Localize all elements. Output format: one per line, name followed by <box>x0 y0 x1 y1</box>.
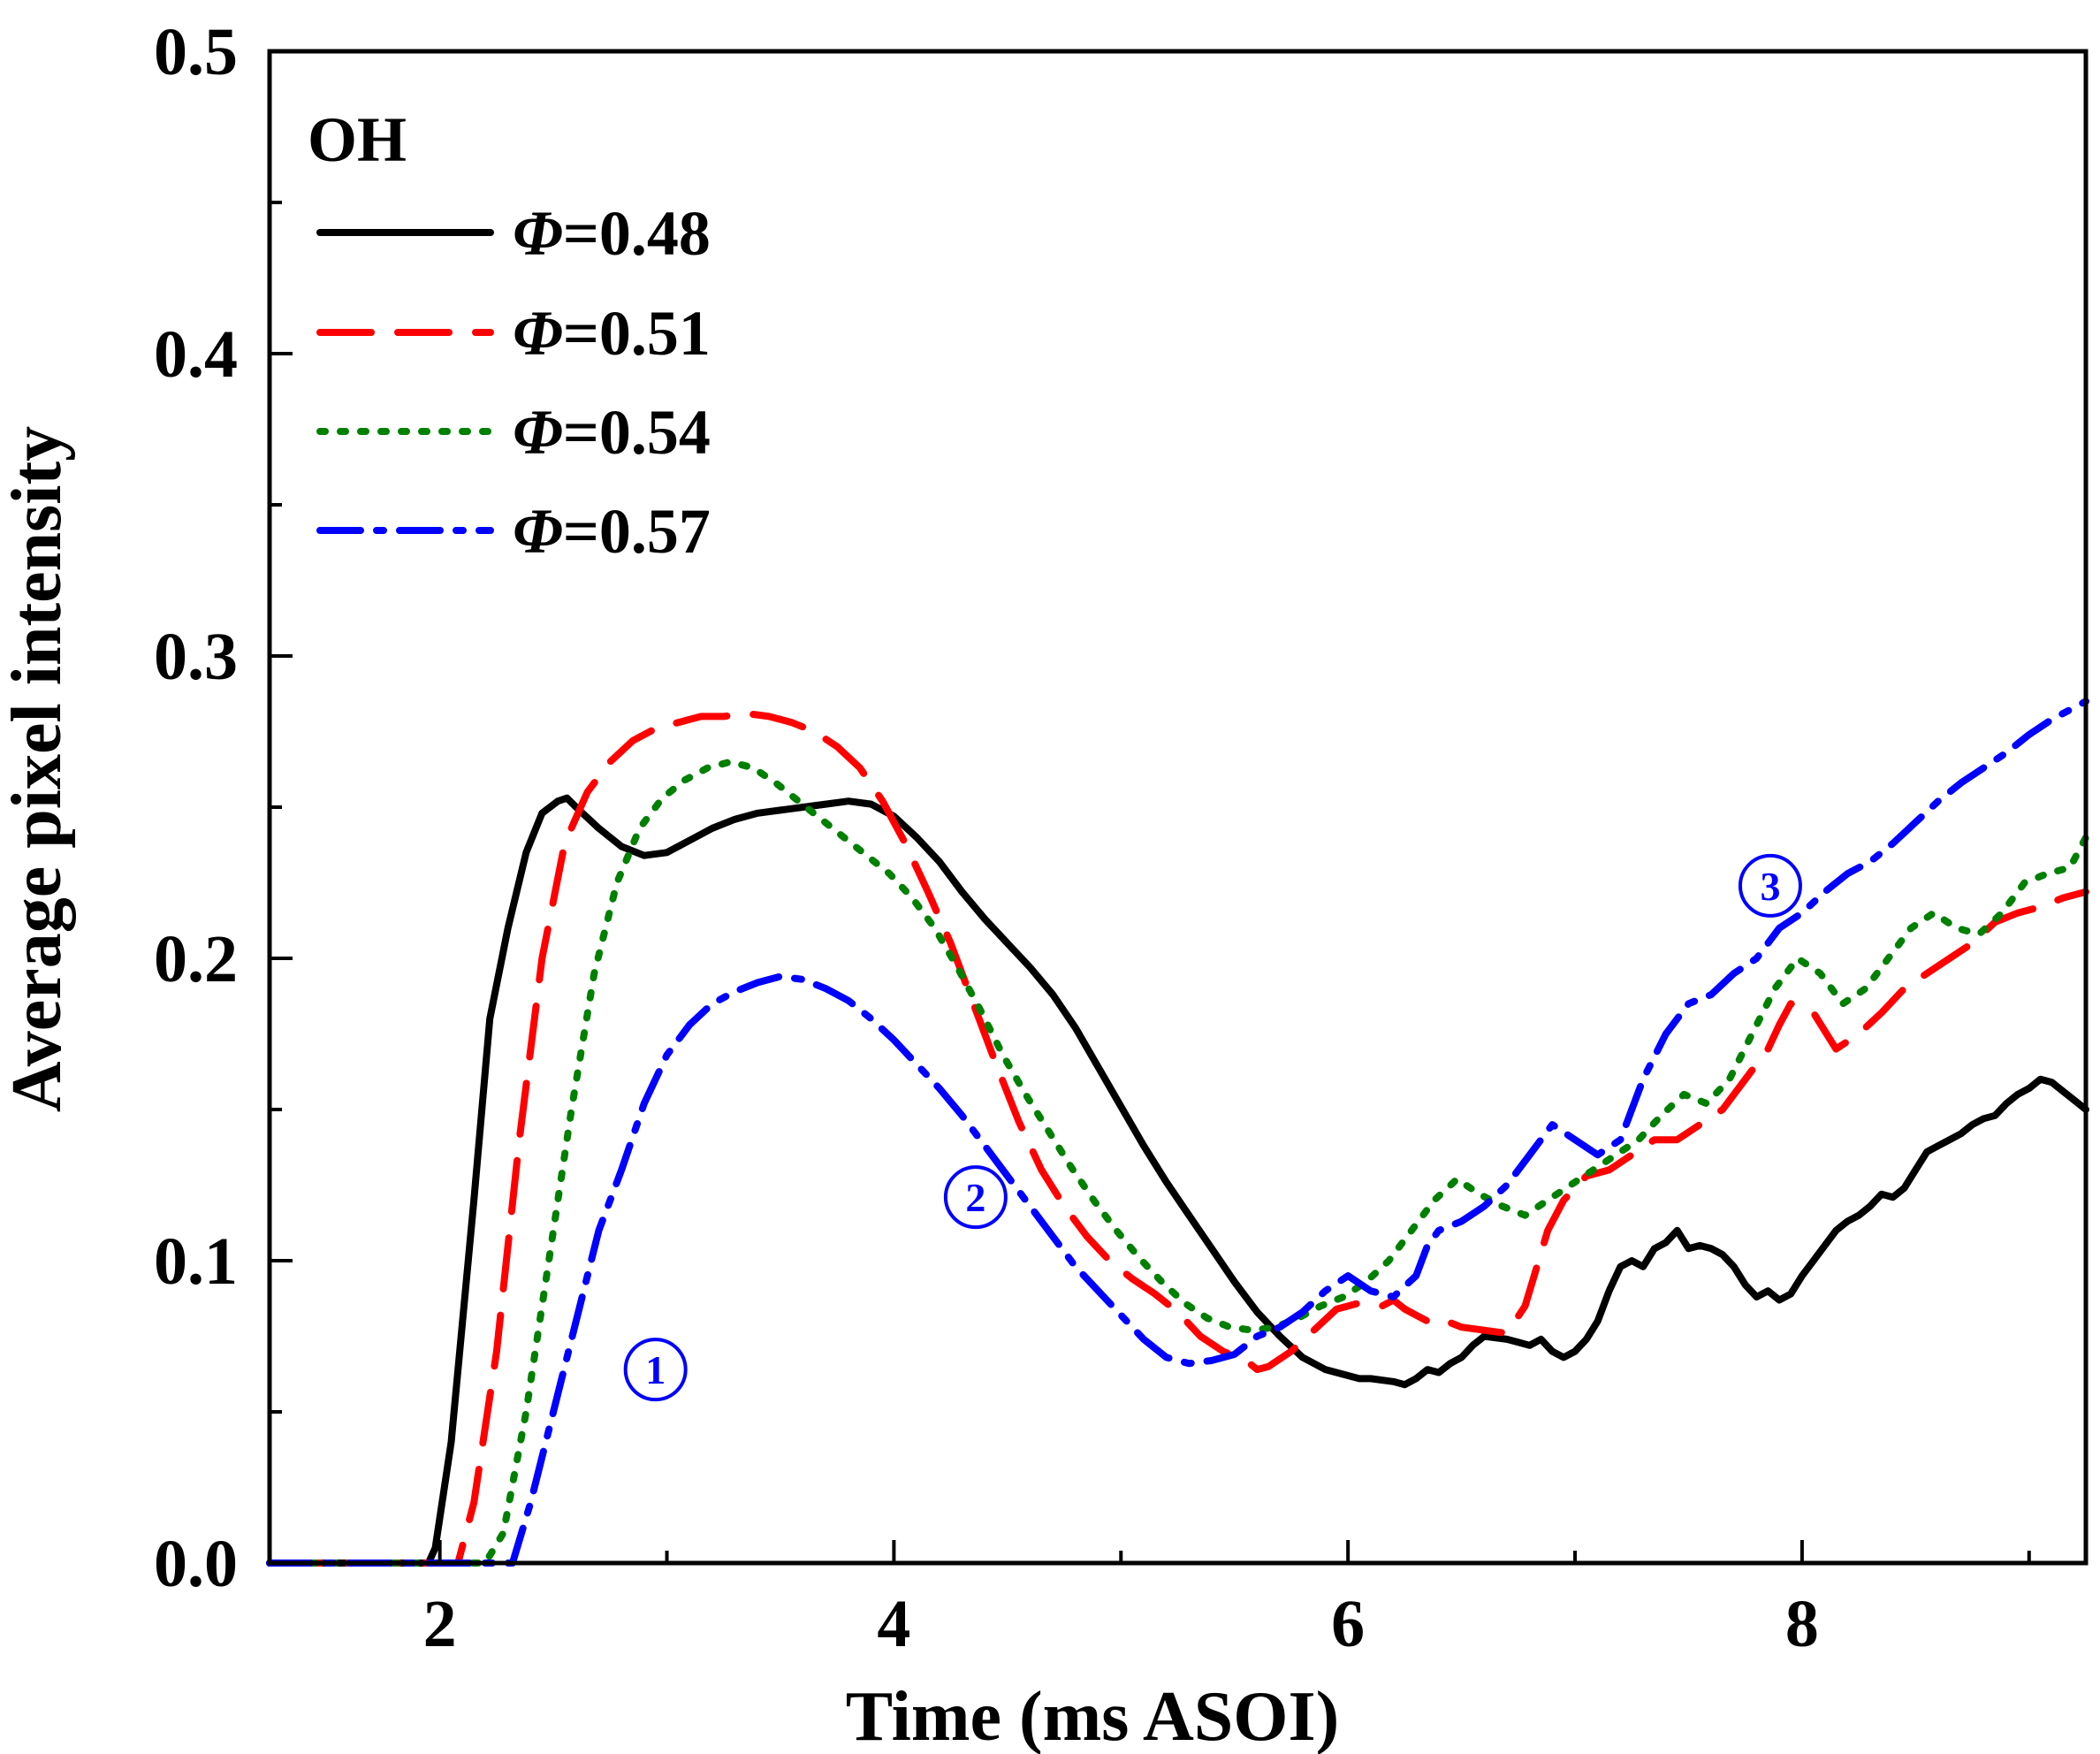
series-layer <box>266 698 2089 1567</box>
annotation-2-circle <box>943 1165 1008 1230</box>
x-tick-label: 2 <box>423 1587 457 1661</box>
plot-frame <box>267 49 2089 1566</box>
phi-symbol: Φ <box>513 198 563 269</box>
legend-item-2: Φ=0.54 <box>316 397 711 468</box>
series-line-2 <box>266 758 2089 1567</box>
y-tick-label: 0.1 <box>154 1224 238 1299</box>
phi-symbol: Φ <box>513 298 563 369</box>
y-tick-label: 0.4 <box>154 317 238 392</box>
annotation-2: 2 <box>943 1165 1008 1230</box>
legend-value-1: =0.51 <box>563 298 711 369</box>
y-axis-title: Average pixel intensity <box>0 426 76 1112</box>
x-tick-label: 8 <box>1785 1587 1819 1661</box>
ticks-layer: 2 4 6 8 0.0 0.1 0.2 0.3 0.4 0.5 <box>154 15 2031 1661</box>
legend-item-3: Φ=0.57 <box>316 496 711 567</box>
y-tick-label: 0.5 <box>154 15 238 89</box>
legend-item-1: Φ=0.51 <box>316 298 711 369</box>
annotation-2-label: 2 <box>965 1175 985 1220</box>
annotation-1-label: 1 <box>645 1347 666 1392</box>
legend: OH Φ=0.48 Φ=0.51 Φ=0.54 Φ=0.57 <box>308 104 711 567</box>
legend-label-3: Φ=0.57 <box>513 496 711 567</box>
series-line-3 <box>266 698 2089 1567</box>
annotation-3: 3 <box>1738 853 1802 918</box>
legend-title: OH <box>308 104 407 175</box>
phi-symbol: Φ <box>513 496 563 567</box>
x-axis-title: Time (ms ASOI) <box>846 1678 1340 1754</box>
annotations-layer: 1 2 3 <box>623 853 1802 1402</box>
legend-label-2: Φ=0.54 <box>513 397 711 468</box>
annotation-1-circle <box>623 1338 688 1402</box>
series-line-0 <box>266 794 2089 1567</box>
annotation-3-circle <box>1738 853 1802 918</box>
y-tick-label: 0.3 <box>154 620 238 694</box>
y-tick-label: 0.0 <box>154 1527 238 1601</box>
phi-symbol: Φ <box>513 397 563 468</box>
legend-value-0: =0.48 <box>563 198 711 269</box>
legend-item-0: Φ=0.48 <box>316 198 711 269</box>
x-tick-label: 4 <box>877 1587 910 1661</box>
y-tick-label: 0.2 <box>154 922 238 996</box>
annotation-3-label: 3 <box>1760 864 1780 909</box>
annotation-1: 1 <box>623 1338 688 1402</box>
legend-value-2: =0.54 <box>563 397 711 468</box>
legend-value-3: =0.57 <box>563 496 711 567</box>
legend-label-0: Φ=0.48 <box>513 198 711 269</box>
series-line-1 <box>266 710 2089 1567</box>
x-tick-label: 6 <box>1331 1587 1365 1661</box>
legend-label-1: Φ=0.51 <box>513 298 711 369</box>
